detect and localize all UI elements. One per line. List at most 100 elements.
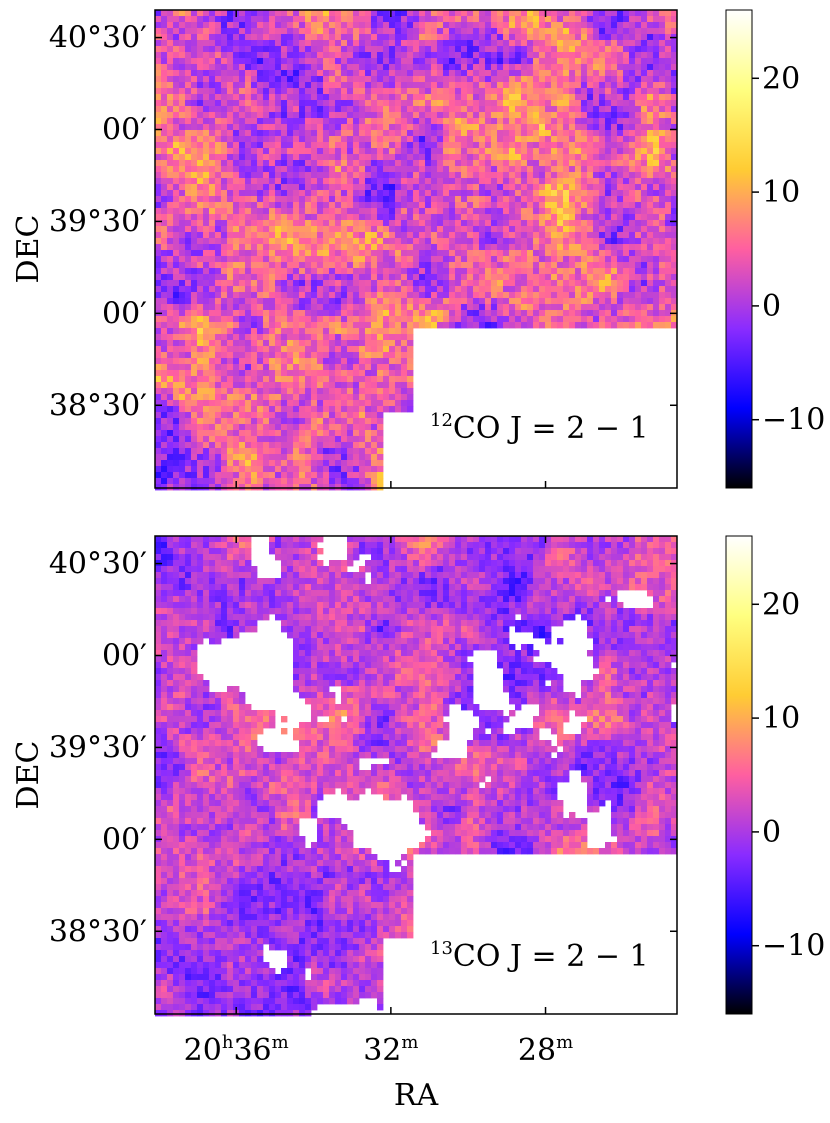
heatmap-cell (527, 28, 534, 35)
heatmap-cell (215, 94, 222, 101)
heatmap-cell (485, 196, 492, 203)
heatmap-cell (335, 346, 342, 353)
heatmap-cell (221, 334, 228, 341)
heatmap-cell (425, 262, 432, 269)
heatmap-cell (533, 16, 540, 23)
heatmap-cell (347, 256, 354, 263)
heatmap-cell (539, 112, 546, 119)
heatmap-cell (497, 226, 504, 233)
heatmap-cell (653, 184, 660, 191)
heatmap-cell (551, 298, 558, 305)
heatmap-cell (329, 226, 336, 233)
heatmap-cell (449, 256, 456, 263)
heatmap-cell (473, 184, 480, 191)
heatmap-cell (515, 220, 522, 227)
heatmap-cell (629, 34, 636, 41)
heatmap-cell (215, 136, 222, 143)
heatmap-cell (503, 64, 510, 71)
heatmap-cell (305, 244, 312, 251)
heatmap-cell (281, 256, 288, 263)
heatmap-cell (299, 154, 306, 161)
heatmap-cell (299, 118, 306, 125)
heatmap-cell (473, 166, 480, 173)
heatmap-cell (245, 214, 252, 221)
heatmap-cell (161, 196, 168, 203)
heatmap-cell (497, 202, 504, 209)
heatmap-cell (473, 172, 480, 179)
heatmap-cell (233, 52, 240, 59)
heatmap-cell (155, 184, 162, 191)
heatmap-cell (461, 220, 468, 227)
heatmap-cell (329, 304, 336, 311)
heatmap-cell (647, 70, 654, 77)
heatmap-cell (341, 34, 348, 41)
heatmap-cell (665, 118, 672, 125)
heatmap-cell (299, 160, 306, 167)
heatmap-cell (359, 346, 366, 353)
heatmap-cell (179, 286, 186, 293)
heatmap-cell (455, 112, 462, 119)
heatmap-cell (203, 178, 210, 185)
heatmap-cell (287, 226, 294, 233)
heatmap-cell (449, 184, 456, 191)
heatmap-cell (287, 322, 294, 329)
heatmap-cell (395, 82, 402, 89)
heatmap-cell (467, 322, 474, 329)
heatmap-cell (161, 10, 168, 17)
heatmap-cell (293, 304, 300, 311)
heatmap-cell (497, 40, 504, 47)
heatmap-cell (401, 226, 408, 233)
heatmap-cell (203, 184, 210, 191)
heatmap-cell (581, 130, 588, 137)
heatmap-cell (587, 250, 594, 257)
heatmap-cell (287, 46, 294, 53)
heatmap-cell (173, 46, 180, 53)
heatmap-cell (431, 166, 438, 173)
heatmap-cell (359, 46, 366, 53)
heatmap-cell (605, 202, 612, 209)
heatmap-cell (407, 310, 414, 317)
heatmap-cell (413, 274, 420, 281)
heatmap-cell (515, 46, 522, 53)
heatmap-cell (155, 220, 162, 227)
heatmap-cell (197, 94, 204, 101)
heatmap-cell (341, 58, 348, 65)
heatmap-cell (449, 292, 456, 299)
heatmap-cell (593, 10, 600, 17)
heatmap-cell (341, 280, 348, 287)
heatmap-cell (437, 190, 444, 197)
heatmap-cell (347, 274, 354, 281)
heatmap-cell (599, 22, 606, 29)
heatmap-cell (311, 58, 318, 65)
heatmap-cell (251, 310, 258, 317)
heatmap-cell (233, 22, 240, 29)
heatmap-cell (503, 208, 510, 215)
heatmap-cell (263, 40, 270, 47)
heatmap-cell (311, 202, 318, 209)
heatmap-cell (575, 274, 582, 281)
heatmap-cell (155, 346, 162, 353)
heatmap-cell (263, 22, 270, 29)
heatmap-cell (413, 190, 420, 197)
heatmap-cell (305, 232, 312, 239)
heatmap-cell (371, 232, 378, 239)
heatmap-cell (479, 286, 486, 293)
heatmap-cell (455, 16, 462, 23)
heatmap-cell (671, 298, 678, 305)
heatmap-cell (599, 142, 606, 149)
heatmap-cell (299, 328, 306, 335)
heatmap-cell (287, 130, 294, 137)
heatmap-cell (383, 364, 390, 371)
heatmap-cell (473, 196, 480, 203)
heatmap-cell (209, 70, 216, 77)
heatmap-cell (155, 94, 162, 101)
heatmap-cell (359, 370, 366, 377)
heatmap-cell (203, 322, 210, 329)
heatmap-cell (215, 46, 222, 53)
heatmap-cell (227, 142, 234, 149)
heatmap-cell (491, 244, 498, 251)
heatmap-cell (635, 190, 642, 197)
heatmap-cell (545, 118, 552, 125)
heatmap-cell (407, 40, 414, 47)
heatmap-cell (569, 274, 576, 281)
